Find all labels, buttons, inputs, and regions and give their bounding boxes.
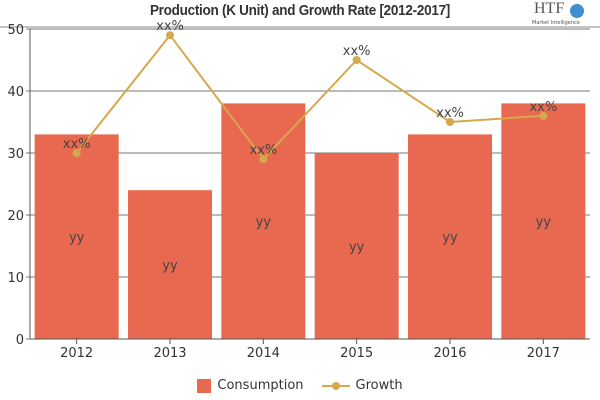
y-tick-label: 30 (7, 147, 24, 162)
bar-2016 (408, 134, 492, 339)
legend-item-growth[interactable]: Growth (321, 378, 403, 393)
x-tick-label: 2015 (340, 346, 373, 361)
logo-text: HTF (534, 0, 565, 17)
x-tick-label: 2016 (433, 346, 466, 361)
y-tick-label: 20 (7, 209, 24, 224)
growth-point-2015 (352, 56, 361, 64)
growth-data-label: xx% (156, 19, 184, 34)
legend-label: Consumption (217, 378, 304, 393)
x-tick-label: 2017 (527, 346, 560, 361)
bar-2015 (314, 153, 399, 339)
x-tick-label: 2012 (60, 346, 93, 361)
growth-data-label: xx% (343, 44, 371, 59)
legend-item-consumption[interactable]: Consumption (197, 378, 304, 393)
x-tick-label: 2013 (153, 346, 186, 361)
y-tick-label: 10 (7, 271, 24, 286)
legend: Consumption Growth (0, 378, 600, 393)
growth-point-2014 (259, 155, 268, 164)
growth-data-label: xx% (436, 106, 464, 121)
bar-data-label: yy (162, 259, 178, 274)
legend-swatch-line (321, 381, 350, 390)
legend-label: Growth (355, 378, 403, 393)
logo-globe-icon (570, 4, 584, 18)
y-tick-label: 50 (7, 23, 24, 38)
growth-data-label: xx% (63, 137, 91, 152)
growth-point-2012 (72, 149, 81, 157)
htf-logo: HTF Market Intelligence (532, 0, 592, 28)
growth-data-label: xx% (249, 143, 277, 158)
bar-2014 (221, 103, 306, 340)
chart-title: Production (K Unit) and Growth Rate [201… (149, 2, 451, 19)
x-tick-label: 2014 (247, 346, 280, 361)
bar-data-label: yy (442, 231, 458, 246)
y-tick-label: 0 (16, 333, 24, 348)
bar-data-label: yy (536, 215, 552, 230)
bar-2012 (34, 134, 119, 339)
logo-subtext: Market Intelligence (532, 20, 580, 26)
y-tick-label: 40 (7, 85, 24, 100)
bar-data-label: yy (69, 231, 85, 246)
growth-data-label: xx% (529, 100, 557, 115)
growth-point-2017 (539, 111, 548, 120)
growth-point-2013 (166, 31, 174, 40)
bar-data-label: yy (349, 240, 365, 255)
bar-data-label: yy (256, 215, 272, 230)
growth-point-2016 (446, 118, 454, 126)
bar-2013 (128, 190, 212, 339)
legend-swatch-bar (197, 378, 212, 393)
growth-line (75, 33, 544, 161)
bar-2017 (501, 103, 586, 340)
